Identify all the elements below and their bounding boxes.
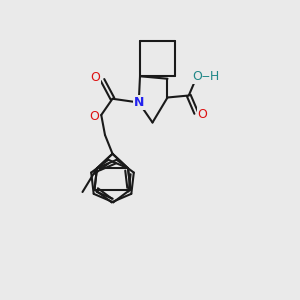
Text: N: N xyxy=(134,96,144,109)
Text: O: O xyxy=(89,110,99,124)
Text: O: O xyxy=(90,71,100,85)
Text: O‒H: O‒H xyxy=(193,70,220,83)
Text: O: O xyxy=(198,108,207,121)
